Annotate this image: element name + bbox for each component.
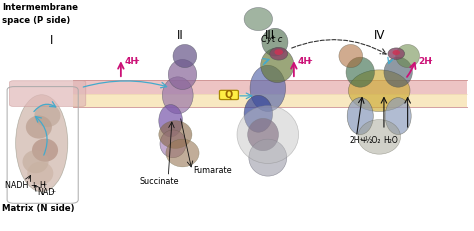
Text: NADH + H: NADH + H [5,182,46,190]
Ellipse shape [396,44,419,68]
Text: ½O₂: ½O₂ [364,136,381,145]
Ellipse shape [249,139,287,176]
Ellipse shape [385,97,411,134]
Ellipse shape [159,121,192,149]
Text: space (P side): space (P side) [2,16,71,25]
Text: NAD: NAD [37,188,55,197]
Text: +: + [360,136,366,145]
Ellipse shape [16,95,68,192]
Ellipse shape [250,65,285,112]
Text: Cyt c: Cyt c [261,35,283,44]
Ellipse shape [32,139,58,162]
Ellipse shape [388,48,405,60]
Ellipse shape [22,150,48,173]
Text: +: + [133,58,139,64]
Ellipse shape [168,60,197,89]
Ellipse shape [270,47,288,60]
Ellipse shape [26,116,52,139]
Text: IV: IV [374,29,385,42]
Ellipse shape [262,28,288,56]
Text: +: + [306,58,312,64]
FancyBboxPatch shape [219,90,238,100]
Ellipse shape [27,162,53,185]
FancyBboxPatch shape [9,81,86,106]
Ellipse shape [347,97,374,134]
Ellipse shape [346,57,374,87]
Ellipse shape [274,49,283,55]
Text: III: III [265,29,275,42]
Ellipse shape [358,120,401,154]
Text: 4H: 4H [125,57,139,66]
Text: +: + [358,137,363,142]
Ellipse shape [244,95,273,132]
Text: Intermembrane: Intermembrane [2,3,78,12]
Text: 2H: 2H [350,136,360,145]
Ellipse shape [261,48,294,82]
Ellipse shape [348,70,410,112]
Ellipse shape [35,104,61,127]
Text: +: + [427,58,432,64]
Ellipse shape [384,57,412,87]
Ellipse shape [166,139,199,167]
Text: Fumarate: Fumarate [193,167,232,175]
Ellipse shape [339,44,363,68]
Text: H₂O: H₂O [383,136,398,145]
Text: Q: Q [225,90,233,100]
Ellipse shape [160,130,186,158]
Text: II: II [177,29,183,42]
Ellipse shape [244,7,273,31]
Text: 4H: 4H [298,57,312,66]
Ellipse shape [173,44,197,68]
Ellipse shape [162,77,193,114]
Ellipse shape [159,104,182,137]
Text: Matrix (N side): Matrix (N side) [2,204,75,213]
Bar [73,80,467,94]
Text: +: + [42,182,47,187]
Text: +: + [51,189,56,194]
Ellipse shape [237,106,299,164]
Text: I: I [49,34,53,47]
Ellipse shape [392,50,400,55]
Bar [73,94,467,107]
Text: 2H: 2H [418,57,432,66]
Text: Succinate: Succinate [139,177,179,186]
Ellipse shape [247,118,279,151]
